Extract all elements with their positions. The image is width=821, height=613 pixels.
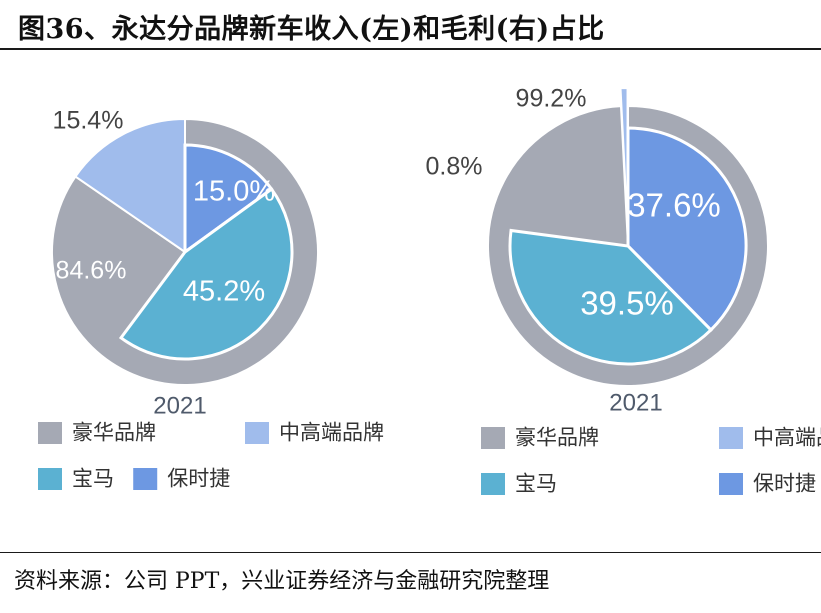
pie-slice-bmw bbox=[118, 187, 294, 361]
pie-slice-bmw bbox=[508, 228, 714, 366]
legend-label: 保时捷 bbox=[753, 473, 816, 496]
year-label: 2021 bbox=[609, 389, 662, 416]
footer-divider bbox=[0, 552, 821, 553]
legend-label: 豪华品牌 bbox=[515, 427, 599, 450]
legend-label: 豪华品牌 bbox=[72, 422, 156, 445]
legend-label: 中高端品牌 bbox=[753, 427, 821, 450]
data-label-bmw: 45.2% bbox=[183, 276, 265, 308]
year-label: 2021 bbox=[153, 392, 206, 419]
legend-label: 宝马 bbox=[515, 473, 557, 496]
legend-swatch bbox=[719, 473, 743, 495]
legend-swatch bbox=[38, 422, 62, 444]
data-label-bmw: 39.5% bbox=[580, 285, 674, 322]
data-label-luxury: 84.6% bbox=[56, 257, 127, 285]
legend-swatch bbox=[481, 473, 505, 495]
legend-swatch bbox=[133, 468, 158, 490]
legend-label: 中高端品牌 bbox=[279, 422, 384, 445]
pie-slice-porsche bbox=[626, 126, 748, 333]
legend-swatch bbox=[481, 427, 505, 449]
legend-swatch bbox=[719, 427, 743, 449]
pie-slice-mid-high bbox=[619, 87, 629, 229]
data-label-mid-high: 0.8% bbox=[426, 153, 483, 181]
data-label-porsche: 37.6% bbox=[627, 187, 721, 224]
source-note: 资料来源：公司 PPT，兴业证券经济与金融研究院整理 bbox=[14, 569, 550, 594]
title-bar: 图36、永达分品牌新车收入(左)和毛利(右)占比 bbox=[0, 0, 821, 50]
data-label-mid-high: 15.4% bbox=[53, 107, 124, 135]
data-label-luxury: 99.2% bbox=[516, 85, 587, 113]
legend-label: 宝马 bbox=[72, 468, 114, 491]
legend-label: 保时捷 bbox=[167, 468, 230, 491]
data-label-porsche: 15.0% bbox=[193, 176, 275, 208]
pie-slice-mid-high bbox=[74, 117, 186, 254]
legend-swatch bbox=[38, 468, 62, 490]
figure-title: 图36、永达分品牌新车收入(左)和毛利(右)占比 bbox=[18, 14, 605, 45]
pie-slice-porsche bbox=[183, 143, 274, 255]
legend-swatch bbox=[245, 422, 269, 444]
